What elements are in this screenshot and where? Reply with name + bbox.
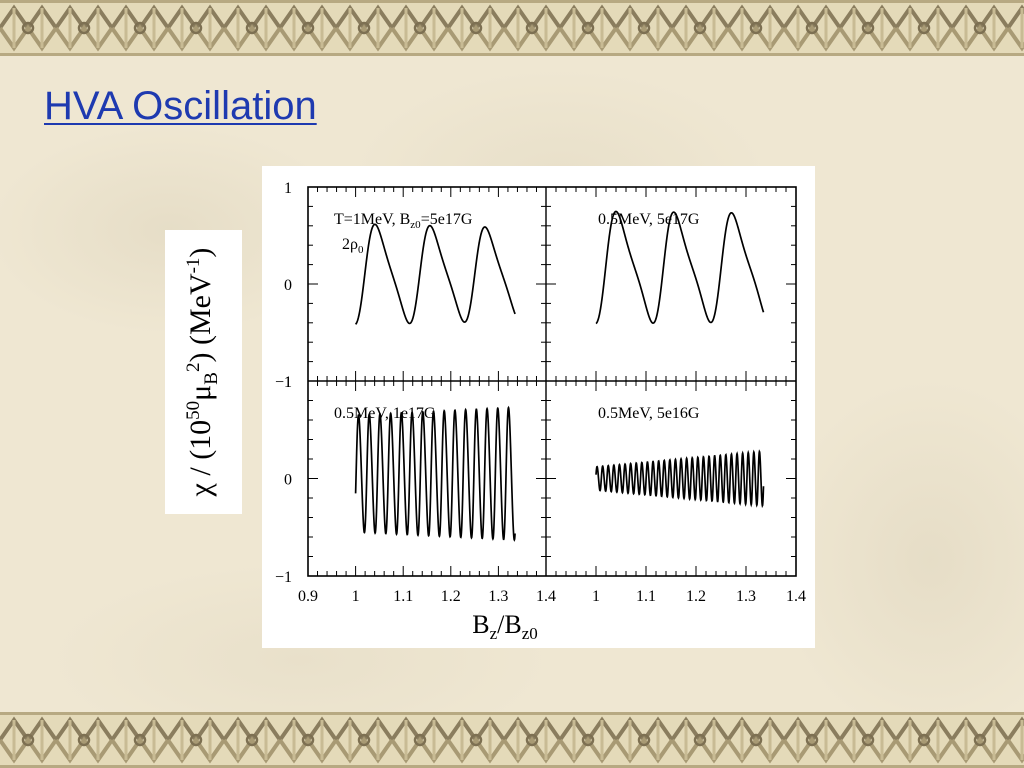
panel-label-text: 0.5MeV, 5e16G [598, 405, 700, 422]
panel-label-subscript: 0 [358, 244, 364, 256]
y-tick-label: 0 [284, 277, 292, 294]
x-tick-label: 1.4 [536, 588, 556, 605]
x-tick-label: 1 [592, 588, 600, 605]
panel-label-density: 2ρ0 [342, 236, 364, 256]
x-axis-label-part: /B [497, 610, 522, 639]
panel-label: 0.5MeV, 5e16G [598, 405, 700, 422]
panel-label-text: T=1MeV, B [334, 211, 410, 228]
series-line-panel-3 [354, 405, 516, 542]
x-axis-label-part: z [490, 624, 498, 643]
panel-label-subscript: z0 [410, 219, 421, 231]
panel-label-text: 0.5MeV, 5e17G [598, 211, 700, 228]
panel-label-text: 0.5MeV, 1e17G [334, 405, 436, 422]
x-axis-label-part: B [472, 610, 489, 639]
x-tick-label: 1.1 [393, 588, 413, 605]
panel-label: 0.5MeV, 1e17G [334, 405, 436, 422]
slide-title: HVA Oscillation [44, 84, 317, 128]
decorative-border-top [0, 0, 1024, 56]
x-tick-label: 1 [352, 588, 360, 605]
y-tick-label: 0 [284, 472, 292, 489]
x-tick-label: 1.3 [736, 588, 756, 605]
panel-label: 0.5MeV, 5e17G [598, 211, 700, 228]
x-tick-label: 1.2 [686, 588, 706, 605]
y-tick-label: 1 [284, 374, 292, 391]
panel-label: T=1MeV, Bz0=5e17G [334, 211, 473, 231]
panel-label-text: 2ρ [342, 236, 358, 253]
x-tick-label: 0.9 [298, 588, 318, 605]
decorative-border-bottom [0, 712, 1024, 768]
x-tick-label: 1.4 [786, 588, 806, 605]
x-axis-label-part: z0 [522, 624, 538, 643]
series-line-panel-4 [595, 449, 765, 509]
x-tick-label: 1.3 [488, 588, 508, 605]
y-axis-label-box [165, 230, 242, 514]
series-line-panel-1 [354, 223, 516, 325]
y-tick-label: −1 [275, 569, 292, 586]
x-axis-label: Bz/Bz0 [472, 610, 538, 643]
series-line-panel-2 [595, 210, 765, 325]
x-tick-label: 1.1 [636, 588, 656, 605]
y-tick-label: 1 [284, 180, 292, 197]
y-tick-label: −1 [275, 374, 292, 391]
panel-label-text: =5e17G [421, 211, 473, 228]
x-tick-label: 1.2 [441, 588, 461, 605]
